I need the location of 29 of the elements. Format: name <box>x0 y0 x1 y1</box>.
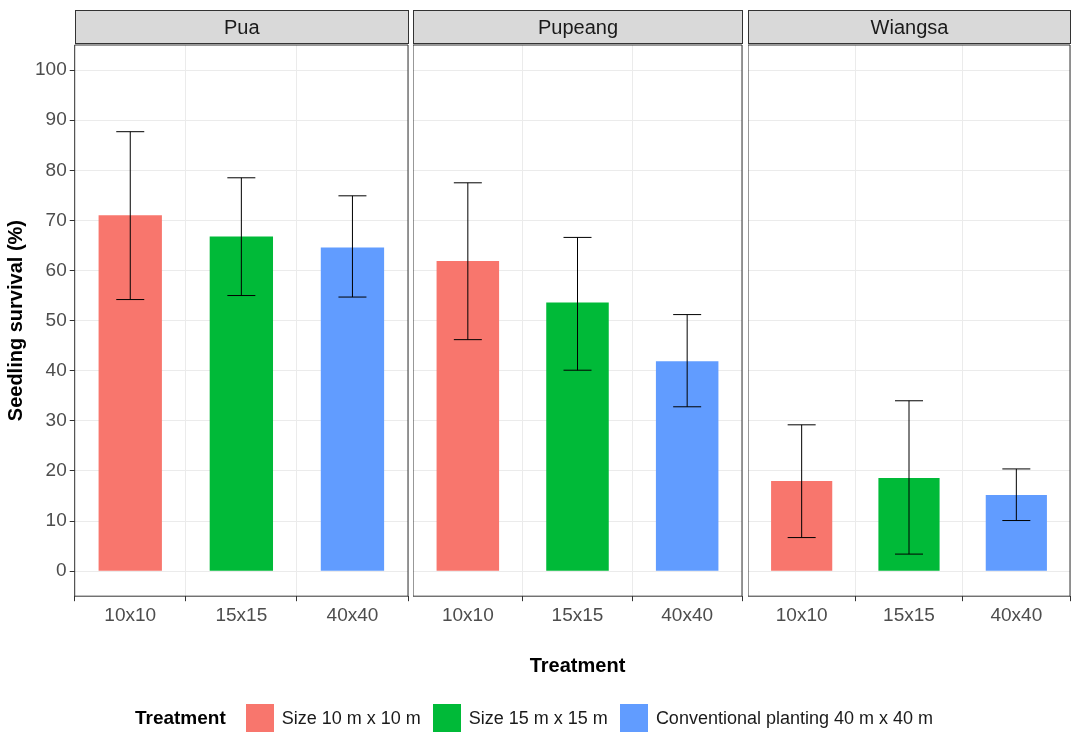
legend-label: Size 15 m x 15 m <box>468 707 608 729</box>
x-tick-label: 10x10 <box>104 603 157 625</box>
chart-title: Wiangsa <box>748 10 1071 44</box>
y-axis-title: Seedling survival (%) <box>3 220 26 422</box>
y-tick-label: 70 <box>45 208 67 230</box>
y-tick-label: 50 <box>45 308 67 330</box>
x-tick-label: 15x15 <box>215 603 268 625</box>
y-tick-label: 80 <box>45 158 67 180</box>
legend-title: Treatment <box>134 707 226 729</box>
y-tick-label: 100 <box>35 58 67 80</box>
y-tick-label: 10 <box>45 509 67 531</box>
chart-title: Pupeang <box>413 10 743 44</box>
y-tick-label: 20 <box>45 459 67 481</box>
x-axis-title: Treatment <box>529 654 626 677</box>
y-tick-label: 90 <box>45 108 67 130</box>
x-tick-label: 40x40 <box>661 603 714 625</box>
legend-label: Size 10 m x 10 m <box>281 707 421 729</box>
y-tick-label: 40 <box>45 358 67 380</box>
y-tick-label: 60 <box>45 258 67 280</box>
x-tick-label: 10x10 <box>775 603 828 625</box>
y-tick-label: 30 <box>45 409 67 431</box>
x-tick-label: 15x15 <box>551 603 604 625</box>
x-tick-label: 15x15 <box>883 603 935 625</box>
x-tick-label: 10x10 <box>441 603 494 625</box>
legend-label: Conventional planting 40 m x 40 m <box>655 707 934 729</box>
y-tick-label: 0 <box>56 559 67 581</box>
x-tick-label: 40x40 <box>990 603 1043 625</box>
chart-title: Pua <box>74 10 409 44</box>
x-tick-label: 40x40 <box>326 603 379 625</box>
